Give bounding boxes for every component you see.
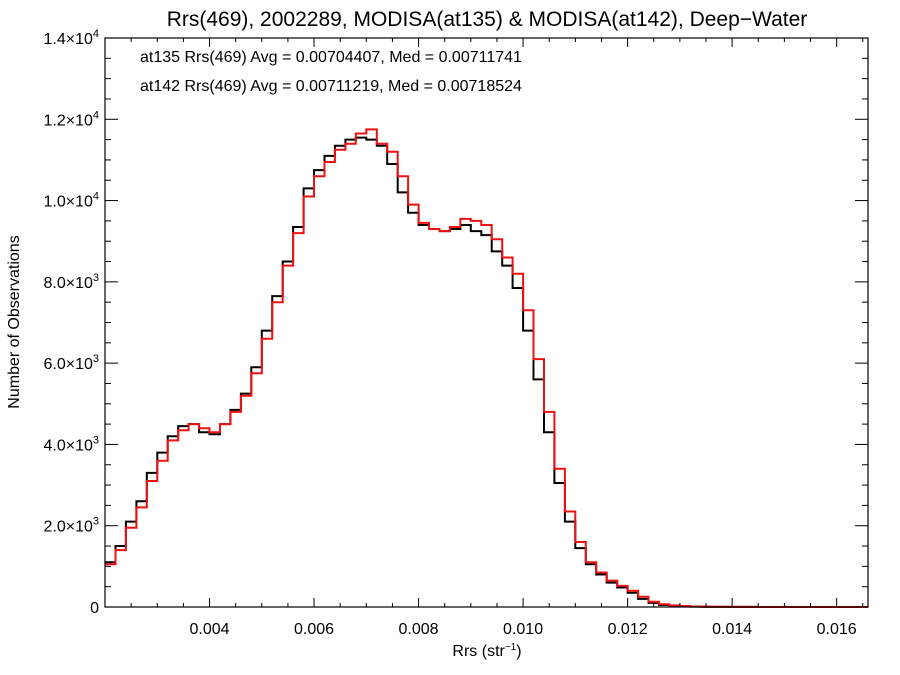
y-tick-label: 8.0×103	[43, 272, 99, 292]
y-tick-label: 1.4×104	[43, 28, 99, 48]
x-tick-labels: 0.004 0.006 0.008 0.010 0.012 0.014 0.016	[189, 621, 856, 638]
x-tick-label: 0.014	[712, 621, 752, 638]
x-axis-label-suffix: )	[516, 643, 521, 660]
x-axis-label-main: Rrs (str	[452, 643, 505, 660]
y-tick-label: 1.2×104	[43, 109, 99, 129]
histogram-series-at135	[105, 136, 868, 608]
x-tick-label: 0.008	[399, 621, 439, 638]
x-tick-label: 0.010	[503, 621, 543, 638]
chart-title: Rrs(469), 2002289, MODISA(at135) & MODIS…	[167, 8, 808, 31]
y-tick-label: 0	[90, 600, 99, 617]
x-tick-label: 0.004	[189, 621, 229, 638]
y-axis-label: Number of Observations	[6, 235, 23, 408]
y-tick-label: 1.0×104	[43, 191, 99, 211]
y-tick-label: 6.0×103	[43, 353, 99, 373]
y-tick-label: 4.0×103	[43, 434, 99, 454]
annotation-at142: at142 Rrs(469) Avg = 0.00711219, Med = 0…	[140, 78, 522, 95]
y-tick-labels: 0 2.0×103 4.0×103 6.0×103 8.0×103 1.0×104 1.2×…	[43, 28, 99, 617]
y-tick-label: 2.0×103	[43, 516, 99, 536]
x-tick-label: 0.012	[608, 621, 648, 638]
histogram-series-at142	[105, 128, 868, 608]
plot-frame	[104, 37, 869, 608]
annotation-at135: at135 Rrs(469) Avg = 0.00704407, Med = 0…	[140, 49, 522, 66]
x-axis-label: Rrs (str−1)	[452, 642, 521, 660]
x-axis-label-sup: −1	[505, 642, 517, 653]
x-tick-label: 0.016	[817, 621, 857, 638]
series-layer	[105, 128, 868, 608]
ticks-layer	[105, 37, 868, 608]
x-tick-label: 0.006	[294, 621, 334, 638]
